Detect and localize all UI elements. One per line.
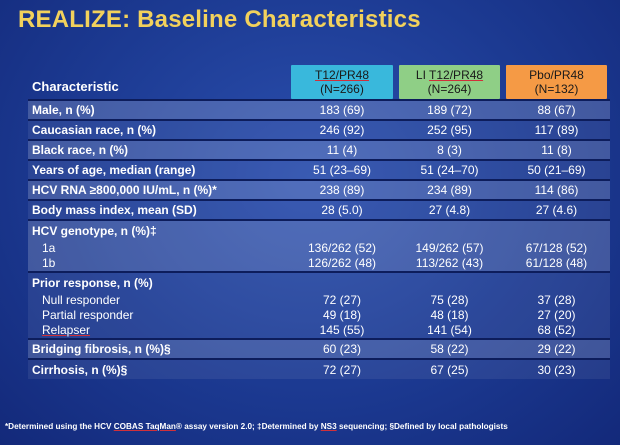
header-col-li-t12: LI T12/PR48 (N=264) (396, 58, 503, 100)
row-value: 238 (89) (288, 179, 396, 200)
table-row: Cirrhosis, n (%)§ 72 (27) 67 (25) 30 (23… (28, 358, 610, 379)
row-value: 8 (3) (396, 139, 503, 160)
table-row: 1a 136/262 (52) 149/262 (57) 67/128 (52) (28, 240, 610, 255)
row-label: 1a (28, 240, 288, 255)
row-label: 1b (28, 255, 288, 272)
row-value: 27 (4.8) (396, 199, 503, 220)
row-value: 126/262 (48) (288, 255, 396, 272)
row-value: 113/262 (43) (396, 255, 503, 272)
genotype-header-row: HCV genotype, n (%)‡ (28, 219, 610, 240)
row-label: Cirrhosis, n (%)§ (28, 358, 288, 379)
row-value: 114 (86) (503, 179, 610, 200)
header-col-pbo: Pbo/PR48 (N=132) (503, 58, 610, 100)
row-value: 51 (23–69) (288, 159, 396, 180)
row-value: 50 (21–69) (503, 159, 610, 180)
row-value: 136/262 (52) (288, 240, 396, 255)
row-value: 58 (22) (396, 338, 503, 359)
slide-title: REALIZE: Baseline Characteristics (18, 6, 421, 33)
header-col-t12-n: (N=266) (320, 82, 364, 96)
table-row: Caucasian race, n (%) 246 (92) 252 (95) … (28, 119, 610, 140)
table-row: 1b 126/262 (48) 113/262 (43) 61/128 (48) (28, 255, 610, 272)
row-value: 29 (22) (503, 338, 610, 359)
row-value: 67 (25) (396, 358, 503, 379)
header-col-li-t12-n: (N=264) (427, 82, 472, 96)
row-label: Relapser (42, 323, 91, 337)
row-value: 252 (95) (396, 119, 503, 140)
row-value: 27 (20) (503, 307, 610, 322)
row-value: 67/128 (52) (503, 240, 610, 255)
row-value: 149/262 (57) (396, 240, 503, 255)
row-value: 246 (92) (288, 119, 396, 140)
row-value: 27 (4.6) (503, 199, 610, 220)
row-value: 60 (23) (288, 338, 396, 359)
header-characteristic: Characteristic (32, 79, 119, 94)
row-label: Body mass index, mean (SD) (28, 199, 288, 220)
row-value: 48 (18) (396, 307, 503, 322)
table-row: HCV RNA ≥800,000 IU/mL, n (%)* 238 (89) … (28, 179, 610, 200)
header-col-t12-name: T12/PR48 (314, 68, 370, 82)
row-value: 234 (89) (396, 179, 503, 200)
row-label: Caucasian race, n (%) (28, 119, 288, 140)
header-col-t12: T12/PR48 (N=266) (288, 58, 396, 100)
row-value: 11 (4) (288, 139, 396, 160)
header-col-pbo-n: (N=132) (534, 82, 579, 96)
table-row: Bridging fibrosis, n (%)§ 60 (23) 58 (22… (28, 338, 610, 359)
row-value: 183 (69) (288, 99, 396, 120)
row-label: Bridging fibrosis, n (%)§ (28, 338, 288, 359)
table-row: Years of age, median (range) 51 (23–69) … (28, 159, 610, 180)
table-row: Partial responder 49 (18) 48 (18) 27 (20… (28, 307, 610, 322)
row-value: 49 (18) (288, 307, 396, 322)
header-col-li-prefix: LI (415, 68, 430, 82)
row-label: Partial responder (28, 307, 288, 322)
baseline-table: Characteristic T12/PR48 (N=266) LI T12/P… (28, 58, 610, 413)
footnote: *Determined using the HCV COBAS TaqMan® … (5, 422, 508, 431)
row-value: 75 (28) (396, 292, 503, 307)
footnote-ns3: NS3 (320, 422, 337, 431)
row-value: 61/128 (48) (503, 255, 610, 272)
row-value: 189 (72) (396, 99, 503, 120)
row-value: 68 (52) (503, 322, 610, 339)
row-value: 141 (54) (396, 322, 503, 339)
row-value: 51 (24–70) (396, 159, 503, 180)
row-value: 72 (27) (288, 292, 396, 307)
table-row: Male, n (%) 183 (69) 189 (72) 88 (67) (28, 99, 610, 120)
row-value: 28 (5.0) (288, 199, 396, 220)
footnote-cobas: COBAS TaqMan (113, 422, 176, 431)
row-label: HCV RNA ≥800,000 IU/mL, n (%)* (28, 179, 288, 200)
row-label: Years of age, median (range) (28, 159, 288, 180)
row-value: 117 (89) (503, 119, 610, 140)
row-value: 145 (55) (288, 322, 396, 339)
header-col-li-t12-name: T12/PR48 (429, 68, 484, 82)
row-value: 72 (27) (288, 358, 396, 379)
header-col-pbo-name: Pbo/PR48 (529, 68, 584, 82)
row-label: Null responder (28, 292, 288, 307)
table-row: Black race, n (%) 11 (4) 8 (3) 11 (8) (28, 139, 610, 160)
row-value: 11 (8) (503, 139, 610, 160)
row-value: 37 (28) (503, 292, 610, 307)
table-row: Body mass index, mean (SD) 28 (5.0) 27 (… (28, 199, 610, 220)
prior-header-row: Prior response, n (%) (28, 271, 610, 292)
row-label: Male, n (%) (28, 99, 288, 120)
table-row: Null responder 72 (27) 75 (28) 37 (28) (28, 292, 610, 307)
row-value: 88 (67) (503, 99, 610, 120)
genotype-label: HCV genotype, n (%)‡ (28, 219, 288, 240)
prior-label: Prior response, n (%) (28, 271, 288, 292)
row-label: Black race, n (%) (28, 139, 288, 160)
row-value: 30 (23) (503, 358, 610, 379)
table-row: Relapser 145 (55) 141 (54) 68 (52) (28, 322, 610, 339)
